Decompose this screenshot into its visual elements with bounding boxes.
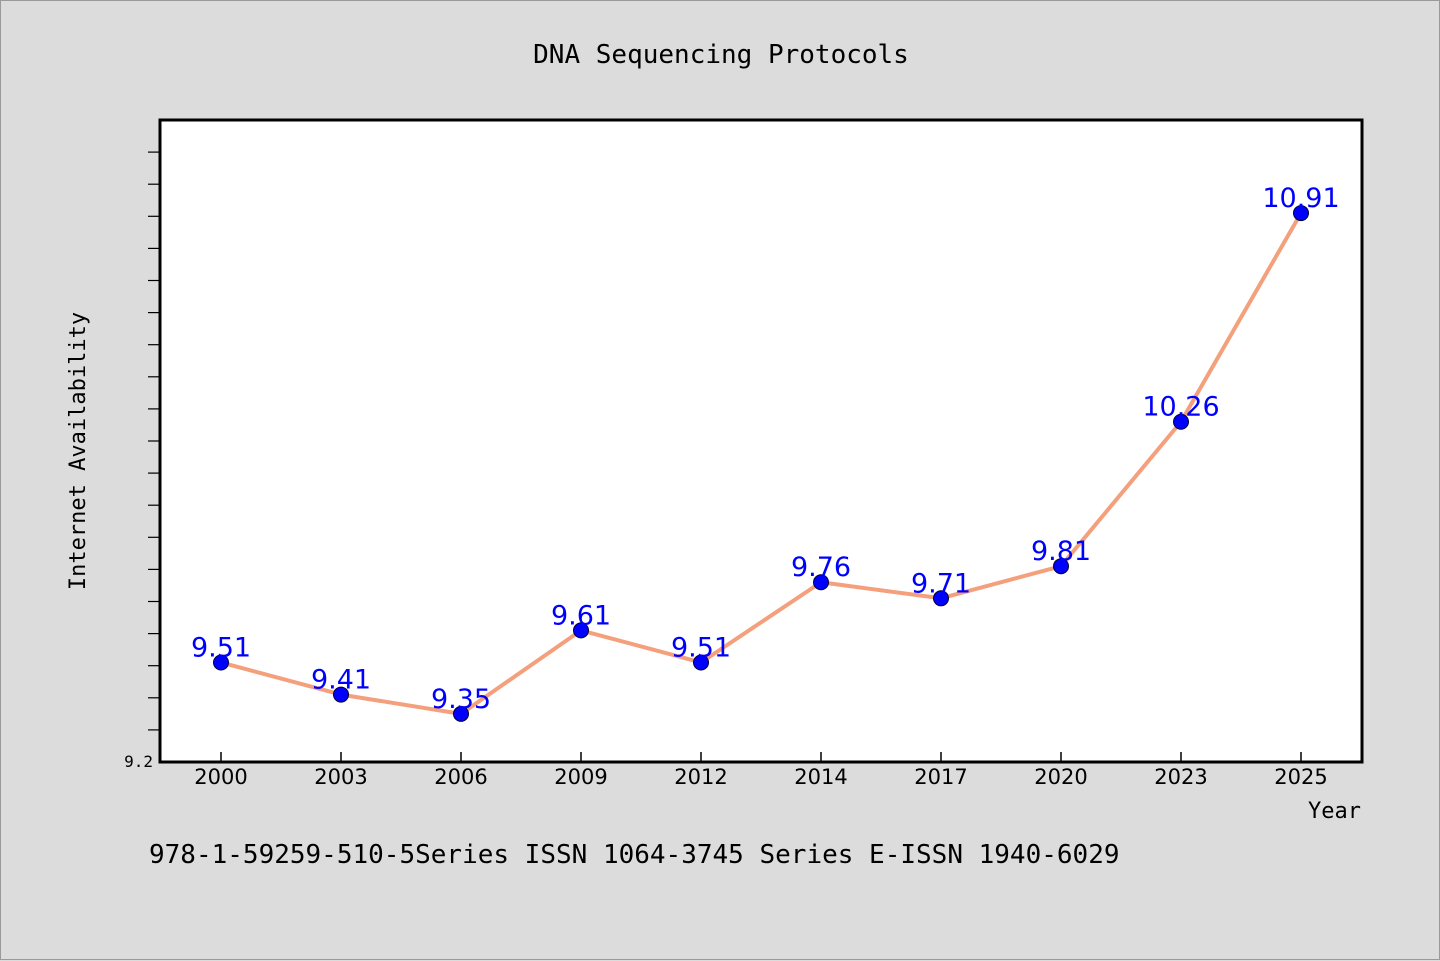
data-point xyxy=(333,686,349,703)
x-tick-label: 2000 xyxy=(194,765,247,789)
data-point xyxy=(1053,558,1069,575)
x-tick-label: 2006 xyxy=(434,765,487,789)
y-axis-label: Internet Availability xyxy=(66,312,91,590)
data-point xyxy=(213,654,229,671)
x-axis-ticks: 2000 2003 2006 2009 2012 2014 2017 2020 2023 2025 xyxy=(194,752,1328,789)
x-tick-label: 2012 xyxy=(674,765,727,789)
y-axis-ticks xyxy=(148,151,159,731)
data-point xyxy=(453,705,469,722)
data-label: 9.41 xyxy=(311,665,371,696)
x-tick-label: 2017 xyxy=(914,765,967,789)
data-label: 10.91 xyxy=(1262,183,1339,214)
x-axis-label: Year xyxy=(1308,799,1361,824)
series-marks: 9.51 9.41 9.35 9.61 9.51 9.76 9.71 9.81 10.26 10.… xyxy=(191,183,1340,722)
data-label: 9.35 xyxy=(431,684,491,715)
data-label: 9.76 xyxy=(791,552,851,583)
data-point xyxy=(573,622,589,639)
y-tick-label: 9.2 xyxy=(124,752,153,771)
data-point xyxy=(1293,205,1309,222)
x-tick-label: 2023 xyxy=(1154,765,1207,789)
plot-area xyxy=(158,118,1364,764)
data-label: 9.61 xyxy=(551,600,611,631)
data-label: 9.51 xyxy=(671,632,731,663)
data-point xyxy=(933,590,949,607)
footnote-text: 978-1-59259-510-5Series ISSN 1064-3745 S… xyxy=(149,840,1120,870)
data-label: 10.26 xyxy=(1142,392,1219,423)
data-point xyxy=(1173,413,1189,430)
chart-title: DNA Sequencing Protocols xyxy=(533,40,909,70)
x-tick-label: 2003 xyxy=(314,765,367,789)
data-label: 9.71 xyxy=(911,568,971,599)
data-label: 9.81 xyxy=(1031,536,1091,567)
data-label: 9.51 xyxy=(191,632,251,663)
x-tick-label: 2025 xyxy=(1274,765,1327,789)
data-point xyxy=(813,574,829,591)
x-tick-label: 2020 xyxy=(1034,765,1087,789)
series-line xyxy=(220,212,1303,716)
x-tick-label: 2014 xyxy=(794,765,847,789)
x-tick-label: 2009 xyxy=(554,765,607,789)
data-point xyxy=(693,654,709,671)
